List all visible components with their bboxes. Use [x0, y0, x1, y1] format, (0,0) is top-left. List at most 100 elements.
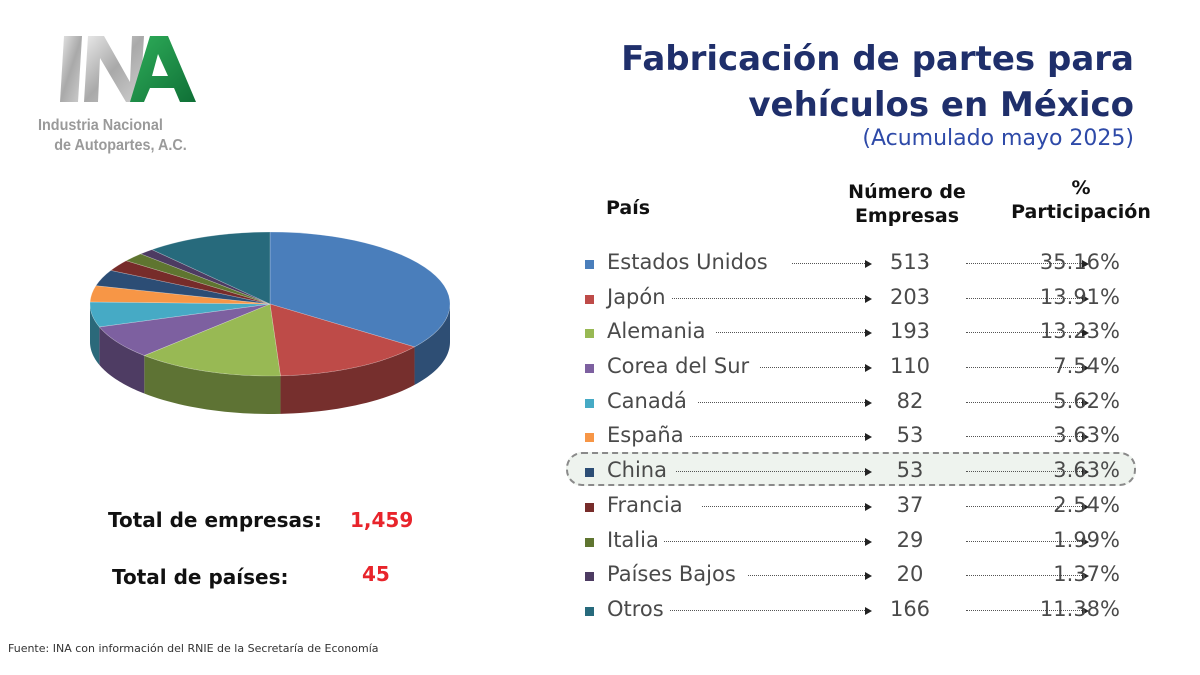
country-label-francia: Francia: [607, 492, 683, 517]
table-row-espana: España 53 3.63%: [580, 419, 1140, 454]
country-label-japon: Japón: [607, 284, 666, 309]
share-percent-otros: 11.38%: [1039, 596, 1120, 621]
pie-top: [89, 231, 451, 377]
pie-slice-paises-bajos: [139, 249, 271, 305]
company-count-japon: 203: [889, 284, 931, 309]
table-row-estados-unidos: Estados Unidos 513 35.16%: [580, 246, 1140, 281]
share-percent-canada: 5.62%: [1053, 388, 1120, 413]
leader-arrow-percent-paises-bajos: [966, 572, 1089, 581]
arrow-right-icon: [865, 468, 872, 477]
leader-arrow-percent-japon: [966, 294, 1089, 303]
pie-side-walls: [90, 304, 450, 414]
pie-slice-japon: [269, 303, 416, 377]
share-percent-china: 3.63%: [1053, 458, 1120, 483]
pie-slice-estados-unidos: [269, 231, 451, 348]
ina-logo: Industria Nacional de Autopartes, A.C.: [38, 30, 238, 160]
pie-side-canada: [90, 304, 100, 365]
total-empresas-label: Total de empresas:: [108, 508, 322, 532]
table-row-francia: Francia 37 2.54%: [580, 489, 1140, 524]
legend-swatch-otros: [585, 606, 594, 616]
share-percent-espana: 3.63%: [1053, 423, 1120, 448]
legend-swatch-francia: [585, 502, 594, 512]
legend-swatch-alemania: [585, 329, 594, 339]
header-pct-line2: Participación: [1011, 201, 1151, 223]
header-pct-line1: %: [1071, 177, 1091, 199]
country-label-espana: España: [607, 423, 684, 448]
page-title: Fabricación de partes para vehículos en …: [621, 36, 1134, 128]
logo-text-line1: Industria Nacional: [38, 117, 163, 134]
table-row-italia: Italia 29 1.99%: [580, 524, 1140, 559]
arrow-right-icon: [1082, 606, 1089, 615]
pie-side-corea-del-sur: [99, 326, 145, 394]
leader-arrow-percent-corea-del-sur: [966, 364, 1089, 373]
leader-arrow-number-espana: [690, 433, 872, 442]
leader-arrow-number-otros: [670, 606, 872, 615]
leader-arrow-percent-canada: [966, 398, 1089, 407]
arrow-right-icon: [1082, 572, 1089, 581]
total-paises-value: 45: [362, 562, 390, 586]
arrow-right-icon: [865, 433, 872, 442]
highlight-china-row: [566, 452, 1136, 486]
total-empresas-value: 1,459: [350, 508, 414, 532]
page-subtitle: (Acumulado mayo 2025): [862, 126, 1134, 151]
leader-arrow-percent-espana: [966, 433, 1089, 442]
arrow-right-icon: [865, 260, 872, 268]
leader-arrow-number-corea-del-sur: [760, 364, 872, 373]
arrow-right-icon: [865, 572, 872, 581]
leader-arrow-number-china: [676, 468, 872, 477]
pie-slice-francia: [110, 260, 271, 305]
arrow-right-icon: [865, 398, 872, 407]
pie-side-estados-unidos: [414, 304, 450, 385]
leader-arrow-percent-italia: [966, 537, 1089, 546]
arrow-right-icon: [1082, 468, 1089, 477]
pie-slice-alemania: [143, 303, 281, 377]
arrow-right-icon: [1082, 364, 1089, 373]
company-count-canada: 82: [896, 388, 924, 413]
company-count-corea-del-sur: 110: [889, 354, 931, 379]
share-percent-estados-unidos: 35.16%: [1039, 250, 1120, 274]
country-label-alemania: Alemania: [607, 319, 706, 344]
arrow-right-icon: [1082, 329, 1089, 338]
country-label-italia: Italia: [607, 527, 659, 552]
company-count-china: 53: [896, 458, 924, 483]
arrow-right-icon: [865, 294, 872, 303]
leader-arrow-number-estados-unidos: [792, 260, 872, 268]
company-count-espana: 53: [896, 423, 924, 448]
table-row-paises-bajos: Países Bajos 20 1.37%: [580, 558, 1140, 593]
header-num-line1: Número de: [848, 181, 966, 203]
leader-arrow-number-canada: [698, 398, 872, 407]
header-num-line2: Empresas: [854, 205, 960, 227]
leader-arrow-number-japon: [672, 294, 872, 303]
table-row-canada: Canadá 82 5.62%: [580, 385, 1140, 420]
arrow-right-icon: [865, 502, 872, 511]
table-row-japon: Japón 203 13.91%: [580, 281, 1140, 316]
arrow-right-icon: [1082, 433, 1089, 442]
table-row-china: China 53 3.63%: [580, 454, 1140, 489]
pie-side-alemania: [144, 355, 281, 414]
title-line2: vehículos en México: [748, 85, 1134, 125]
arrow-right-icon: [1082, 502, 1089, 511]
company-count-italia: 29: [896, 527, 924, 552]
share-percent-italia: 1.99%: [1053, 527, 1120, 552]
country-table: Estados Unidos 513 35.16% Japón 203 13.91% Ale…: [580, 246, 1140, 628]
arrow-right-icon: [865, 537, 872, 546]
arrow-right-icon: [865, 364, 872, 373]
pie-slice-china: [95, 270, 271, 305]
legend-swatch-espana: [585, 433, 594, 443]
legend-swatch-china: [585, 468, 594, 478]
pie-chart: [89, 231, 451, 414]
legend-swatch-japon: [585, 294, 594, 304]
pie-slice-italia: [125, 253, 271, 305]
header-participacion: % Participación: [996, 176, 1166, 224]
arrow-right-icon: [1082, 398, 1089, 407]
arrow-right-icon: [865, 606, 872, 615]
country-label-canada: Canadá: [607, 388, 687, 413]
logo-text-line2: de Autopartes, A.C.: [54, 137, 187, 154]
leader-arrow-percent-alemania: [966, 329, 1089, 338]
share-percent-corea-del-sur: 7.54%: [1053, 354, 1120, 379]
legend-swatch-corea-del-sur: [585, 364, 594, 374]
ina-logo-mark: [60, 36, 196, 102]
country-label-china: China: [607, 458, 667, 483]
country-label-paises-bajos: Países Bajos: [607, 562, 736, 587]
share-percent-alemania: 13.23%: [1039, 319, 1120, 344]
